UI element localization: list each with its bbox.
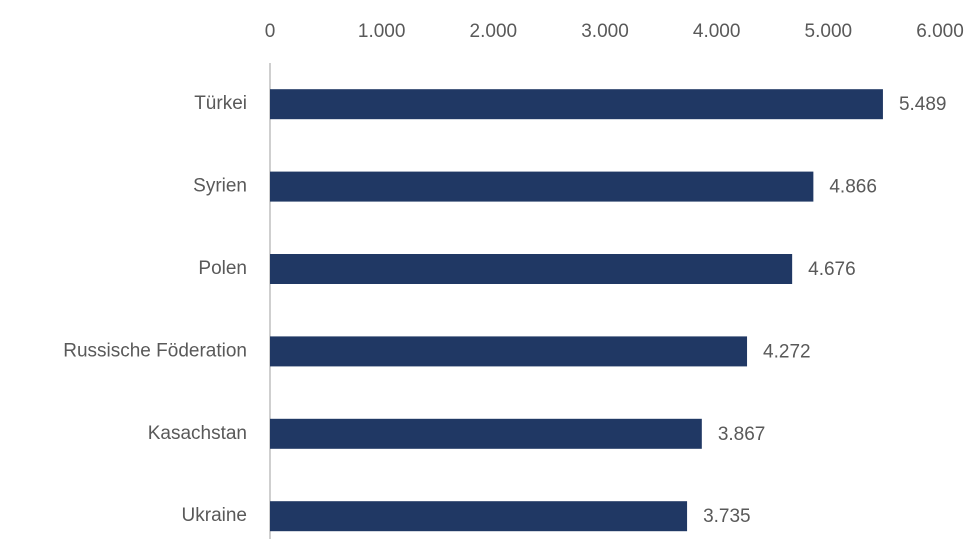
y-tick-label: Kasachstan	[148, 423, 247, 444]
y-tick-label: Türkei	[194, 93, 247, 114]
bar	[270, 254, 793, 284]
x-tick-label: 6.000	[916, 21, 964, 42]
x-tick-label: 0	[265, 21, 276, 42]
bar	[270, 501, 688, 532]
x-tick-label: 5.000	[805, 21, 853, 42]
bar	[270, 336, 748, 367]
bar	[270, 171, 814, 202]
x-tick-label: 4.000	[693, 21, 741, 42]
bar	[270, 418, 702, 449]
value-label: 4.272	[763, 341, 811, 362]
value-label: 3.735	[703, 506, 751, 527]
y-tick-label: Polen	[198, 258, 247, 279]
value-label: 5.489	[899, 94, 947, 115]
bar	[270, 89, 883, 120]
y-tick-label: Syrien	[193, 176, 247, 197]
y-tick-label: Russische Föderation	[63, 340, 247, 361]
x-tick-label: 1.000	[358, 21, 406, 42]
value-label: 3.867	[718, 424, 766, 445]
x-tick-label: 2.000	[470, 21, 518, 42]
y-tick-label: Ukraine	[182, 505, 247, 526]
value-label: 4.866	[829, 177, 877, 198]
x-tick-label: 3.000	[581, 21, 629, 42]
value-label: 4.676	[808, 259, 856, 280]
